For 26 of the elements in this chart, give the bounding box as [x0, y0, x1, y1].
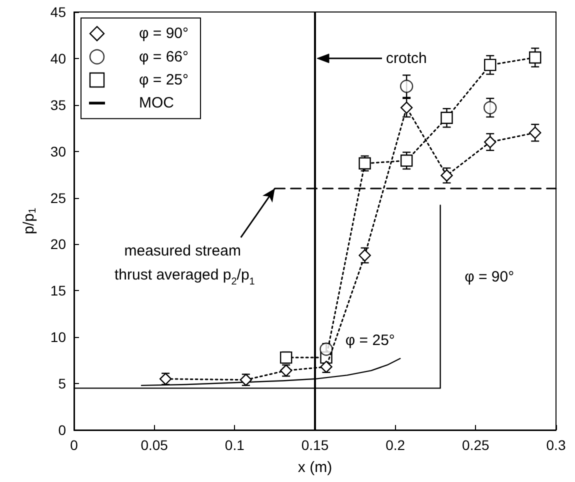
legend-label: MOC	[139, 94, 174, 112]
x-tick-label: 0	[70, 437, 78, 453]
annotation: crotch	[386, 50, 427, 67]
x-tick-label: 0.3	[546, 437, 566, 453]
y-tick-label: 35	[50, 96, 66, 113]
legend-label: φ = 66°	[139, 48, 189, 66]
x-tick-label: 0.1	[224, 437, 245, 453]
y-tick-label: 5	[58, 376, 66, 392]
x-tick-label: 0.05	[140, 437, 168, 453]
y-tick-label: 15	[50, 282, 66, 299]
x-axis-title: x (m)	[298, 459, 332, 476]
x-tick-label: 0.2	[386, 437, 406, 453]
y-axis-title: p/p1	[20, 207, 38, 234]
y-tick-label: 0	[58, 422, 66, 438]
y-tick-label: 20	[50, 236, 66, 252]
legend-label: φ = 90°	[139, 25, 189, 42]
annotation: φ = 25°	[345, 332, 395, 349]
x-tick-label: 0.15	[301, 437, 329, 453]
x-tick-label: 0.25	[462, 437, 490, 453]
y-tick-label: 10	[50, 329, 66, 346]
y-tick-label: 45	[50, 4, 66, 20]
y-tick-label: 40	[50, 50, 66, 66]
annotation: φ = 90°	[464, 268, 514, 286]
legend-label: φ = 25°	[139, 72, 189, 88]
y-tick-label: 30	[50, 143, 66, 160]
y-tick-label: 25	[50, 190, 66, 206]
